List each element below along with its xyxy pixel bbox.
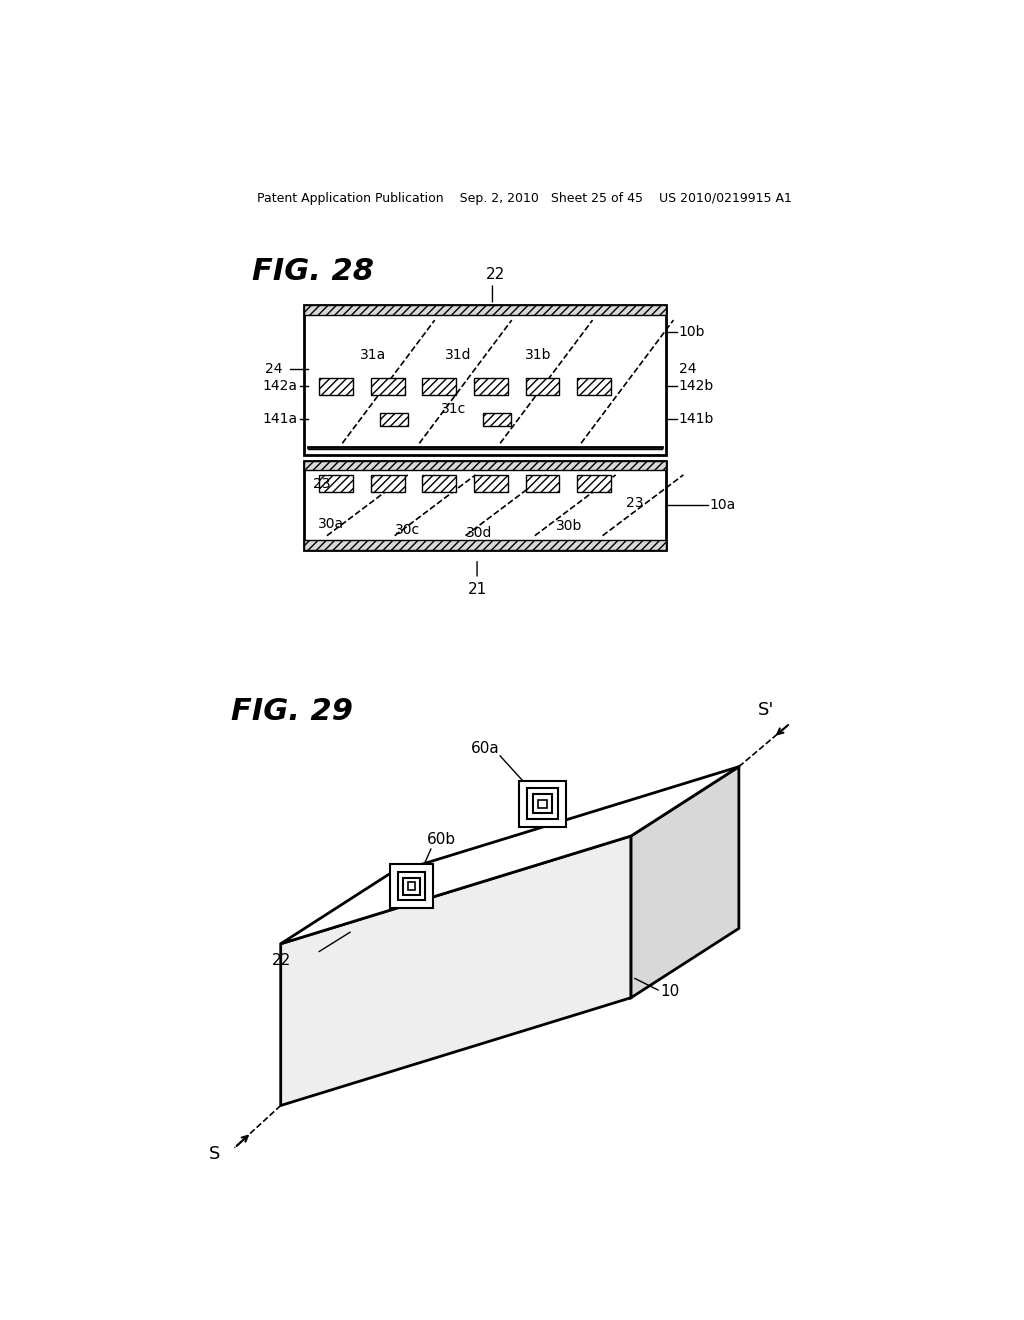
Text: 23: 23 (626, 496, 643, 511)
Text: 10b: 10b (679, 325, 706, 339)
Bar (483, 412, 511, 426)
Text: 30b: 30b (556, 520, 583, 533)
Text: 24: 24 (265, 362, 283, 376)
Text: 142b: 142b (679, 379, 714, 393)
Bar (371, 475, 404, 492)
Bar (408, 882, 416, 890)
Text: 24: 24 (679, 362, 696, 376)
Bar (304, 540, 666, 549)
Text: 31b: 31b (525, 347, 552, 362)
Polygon shape (281, 836, 631, 1106)
Text: S: S (209, 1144, 220, 1163)
Text: 60a: 60a (470, 741, 499, 756)
Bar (390, 865, 433, 908)
Text: 30c: 30c (395, 523, 420, 537)
Bar (304, 461, 666, 470)
Text: 30d: 30d (466, 525, 493, 540)
Text: S': S' (758, 701, 774, 719)
Bar (319, 475, 353, 492)
Bar (539, 800, 547, 808)
Text: 23: 23 (313, 477, 331, 491)
Bar (397, 873, 425, 900)
Bar (422, 378, 457, 395)
Text: 21: 21 (467, 582, 486, 597)
Text: 22: 22 (271, 953, 291, 969)
Polygon shape (281, 767, 739, 944)
Bar (371, 378, 404, 395)
Bar (578, 378, 611, 395)
Text: 10a: 10a (710, 498, 736, 512)
Text: FIG. 29: FIG. 29 (230, 697, 352, 726)
Bar (519, 780, 565, 826)
Text: 31a: 31a (360, 347, 386, 362)
Text: 141b: 141b (679, 412, 714, 426)
Text: 30a: 30a (317, 517, 344, 531)
Bar (534, 795, 552, 813)
Text: 141a: 141a (262, 412, 298, 426)
Bar (304, 305, 666, 315)
Bar (474, 475, 508, 492)
Text: 60b: 60b (427, 833, 456, 847)
Bar (403, 878, 420, 895)
Text: 31c: 31c (441, 401, 467, 416)
Bar (380, 412, 408, 426)
Bar (527, 788, 558, 818)
Polygon shape (631, 767, 739, 998)
Bar (319, 378, 353, 395)
Text: FIG. 28: FIG. 28 (252, 257, 374, 286)
Bar (578, 475, 611, 492)
Text: Patent Application Publication    Sep. 2, 2010   Sheet 25 of 45    US 2010/02199: Patent Application Publication Sep. 2, 2… (257, 191, 793, 205)
Text: 10: 10 (660, 983, 680, 999)
Bar (525, 475, 559, 492)
Bar (304, 305, 666, 455)
Bar (304, 461, 666, 549)
Text: 142a: 142a (262, 379, 298, 393)
Bar (474, 378, 508, 395)
Text: 31d: 31d (444, 347, 471, 362)
Text: 22: 22 (486, 267, 505, 281)
Bar (525, 378, 559, 395)
Bar (422, 475, 457, 492)
